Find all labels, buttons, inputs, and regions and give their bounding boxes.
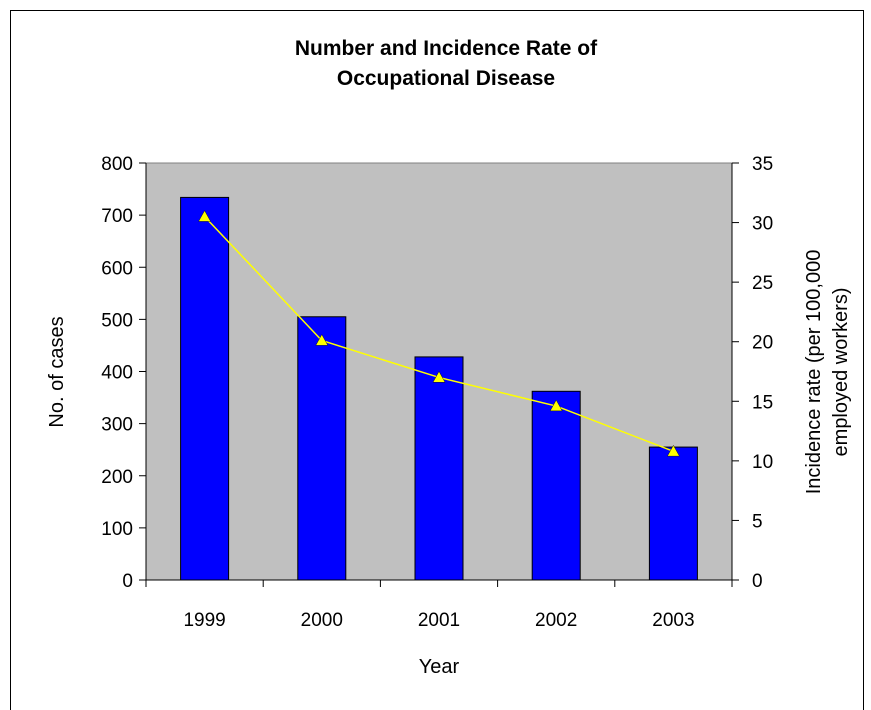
chart-title-line-1: Number and Incidence Rate of (295, 37, 598, 60)
y-axis-label: No. of cases (46, 316, 68, 427)
right-tick-label: 15 (752, 392, 773, 413)
marker-2002 (549, 399, 563, 412)
y2-axis-label-line-1: Incidence rate (per 100,000 (803, 250, 825, 495)
bar-2002 (531, 390, 581, 581)
left-tick-label: 500 (101, 310, 133, 331)
x-axis-ticks: 1999 2000 2001 2002 2003 (145, 580, 733, 631)
chart-title-line-2: Occupational Disease (337, 67, 555, 90)
left-tick-label: 700 (101, 206, 133, 227)
right-tick-label: 30 (752, 214, 773, 235)
right-tick-label: 35 (752, 154, 773, 175)
bar-2003 (648, 446, 698, 581)
x-tick-label-2003: 2003 (652, 610, 694, 631)
incidence-rate-line (198, 210, 680, 457)
left-tick-label: 0 (122, 571, 133, 592)
bar-1999 (180, 196, 230, 581)
x-tick-label-1999: 1999 (183, 610, 225, 631)
y2-axis-label-line-2: employed workers) (830, 288, 852, 457)
marker-1999 (198, 210, 211, 222)
right-tick-label: 10 (752, 452, 773, 473)
chart-frame (10, 10, 864, 710)
left-tick-label: 600 (101, 258, 133, 279)
bar-2001 (414, 356, 464, 581)
left-tick-label: 400 (101, 363, 133, 384)
right-tick-label: 0 (752, 571, 763, 592)
x-axis-label: Year (419, 656, 460, 678)
bar-2000 (297, 316, 347, 581)
marker-2000 (315, 334, 329, 346)
marker-2001 (432, 371, 446, 383)
left-tick-label: 200 (101, 467, 133, 488)
left-tick-label: 100 (101, 519, 133, 540)
x-tick-label-2000: 2000 (301, 610, 343, 631)
left-tick-label: 800 (101, 154, 133, 175)
bars (180, 196, 698, 581)
x-tick-label-2002: 2002 (535, 610, 577, 631)
right-tick-label: 5 (752, 511, 763, 532)
right-tick-label: 20 (752, 333, 773, 354)
marker-2003 (667, 444, 680, 457)
left-tick-label: 300 (101, 415, 133, 436)
x-tick-label-2001: 2001 (418, 610, 460, 631)
right-tick-label: 25 (752, 273, 773, 294)
left-axis-ticks: 0 100 200 300 400 500 600 700 800 (101, 154, 146, 592)
right-axis-ticks: 0 5 10 15 20 25 30 35 (732, 154, 773, 592)
